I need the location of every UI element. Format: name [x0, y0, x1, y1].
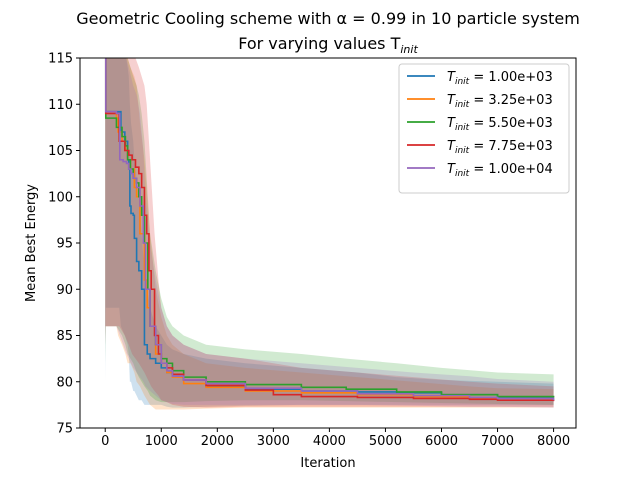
y-tick-label: 105 [48, 144, 73, 159]
x-tick-label: 0 [101, 434, 109, 449]
series-lines [104, 58, 555, 402]
y-axis: 75 80 85 90 95 100 105 110 115 [48, 52, 80, 437]
line-series-4 [104, 58, 555, 402]
x-tick-label: 8000 [537, 434, 570, 449]
legend-label-4: Tinit = 7.75e+03 [447, 139, 553, 156]
y-tick-label: 85 [56, 329, 73, 344]
y-tick-label: 90 [56, 283, 73, 298]
x-axis-label: Iteration [300, 456, 355, 471]
legend-box [398, 63, 570, 194]
chart-title: Geometric Cooling scheme with α = 0.99 i… [76, 9, 580, 28]
band-series-4 [105, 58, 554, 408]
x-tick-label: 3000 [257, 434, 290, 449]
x-tick-label: 7000 [481, 434, 514, 449]
y-tick-label: 95 [56, 237, 73, 252]
legend-label-3: Tinit = 5.50e+03 [447, 116, 553, 133]
chart-subtitle: For varying values Tinit [238, 34, 418, 56]
legend-label-2: Tinit = 3.25e+03 [447, 93, 553, 110]
band-series-2 [105, 58, 554, 410]
y-tick-label: 75 [56, 422, 73, 437]
x-tick-label: 4000 [313, 434, 346, 449]
y-tick-label: 100 [48, 190, 73, 205]
chart-subtitle-main: For varying values T [238, 34, 400, 53]
x-tick-label: 1000 [145, 434, 178, 449]
x-axis: 0 1000 2000 3000 4000 5000 6000 7000 8000 [101, 428, 570, 449]
x-tick-label: 2000 [201, 434, 234, 449]
x-tick-label: 6000 [425, 434, 458, 449]
band-series-3 [105, 58, 554, 405]
y-axis-label: Mean Best Energy [24, 184, 39, 302]
confidence-bands [105, 58, 554, 410]
y-tick-label: 115 [48, 52, 73, 67]
y-tick-label: 80 [56, 375, 73, 390]
chart-subtitle-subscript: init [400, 43, 418, 56]
y-tick-label: 110 [48, 98, 73, 113]
legend-label-1: Tinit = 1.00e+03 [447, 70, 553, 87]
band-series-1 [105, 58, 554, 408]
legend: Tinit = 1.00e+03 Tinit = 3.25e+03 Tinit = … [398, 63, 570, 194]
line-series-5 [104, 58, 555, 401]
x-tick-label: 5000 [369, 434, 402, 449]
band-series-5 [105, 58, 554, 408]
legend-label-5: Tinit = 1.00e+04 [447, 162, 553, 179]
